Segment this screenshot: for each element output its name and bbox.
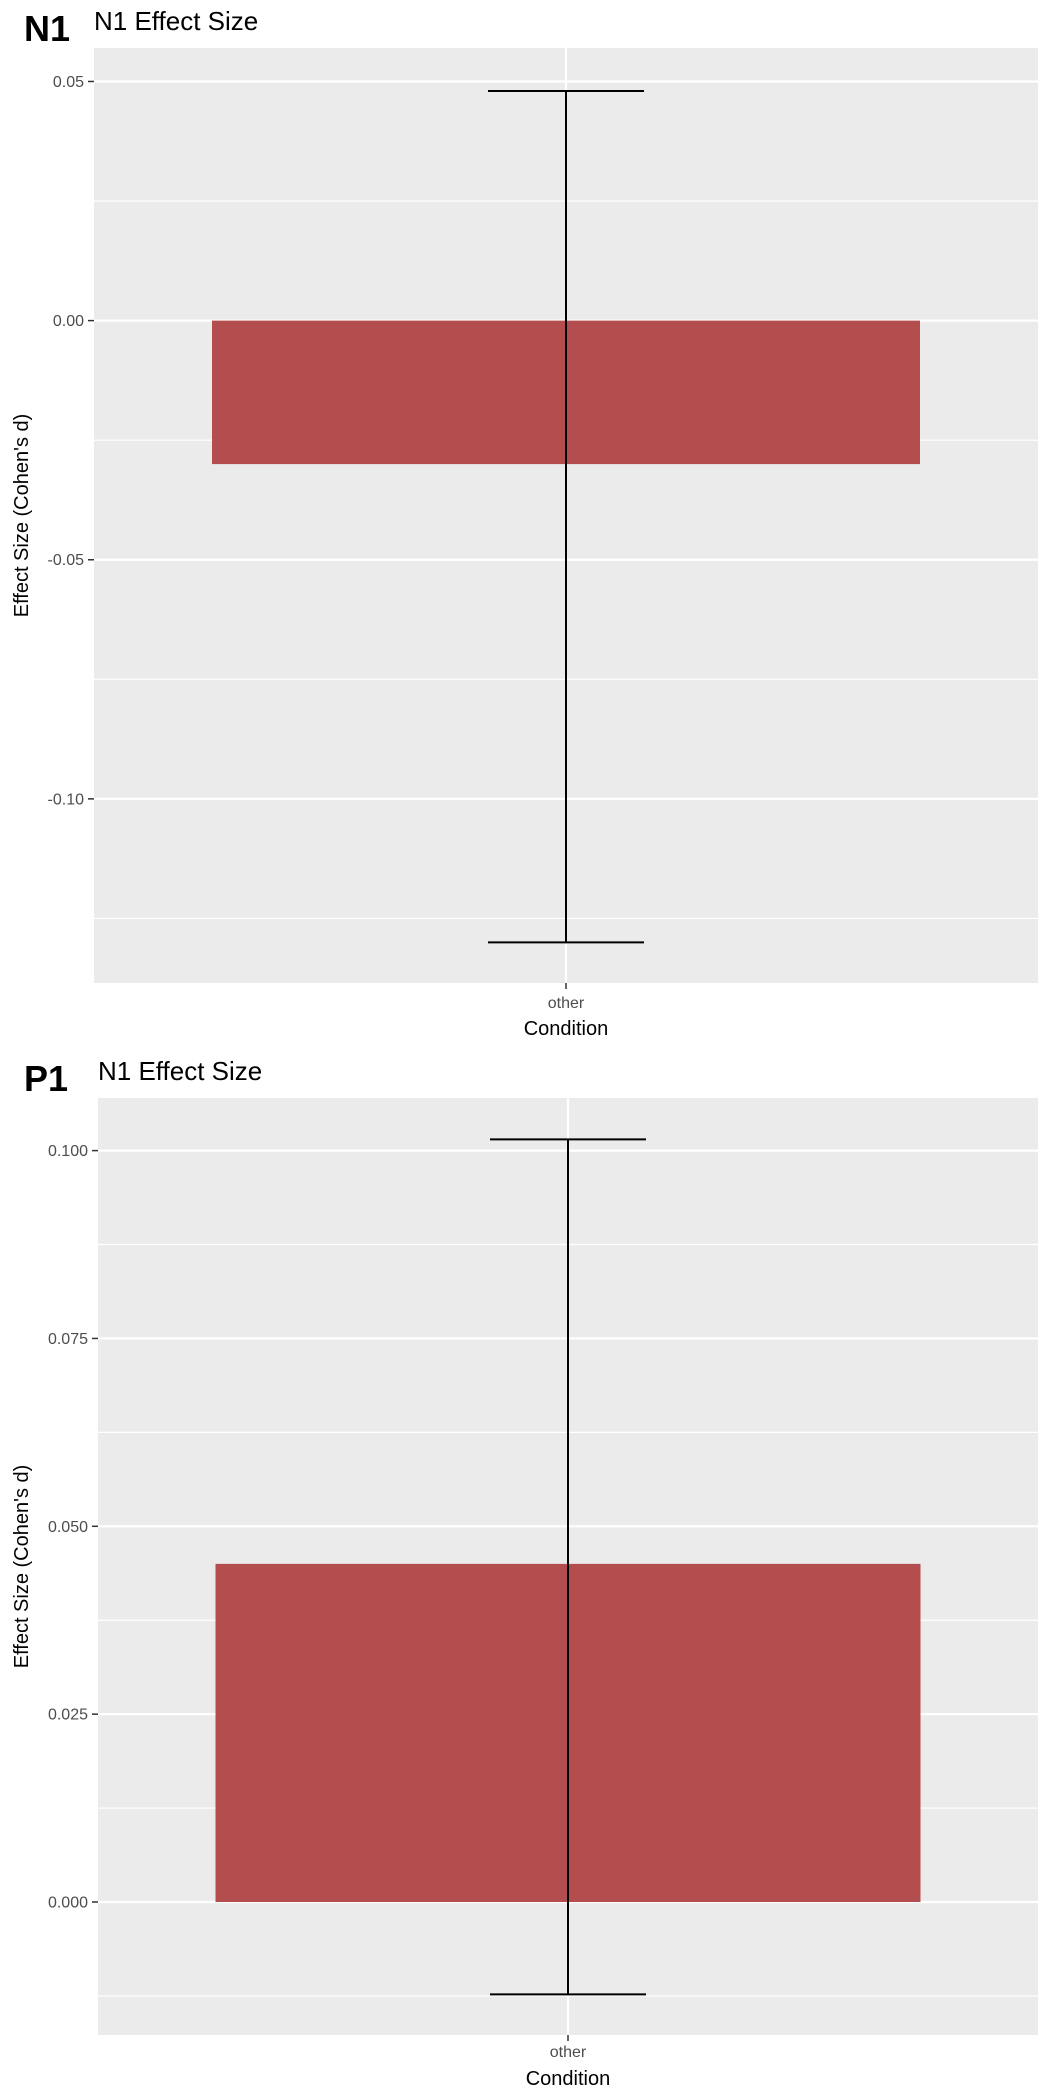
- y-tick-label: 0.075: [48, 1331, 88, 1348]
- y-tick-label: 0.100: [48, 1143, 88, 1160]
- chart-title: N1 Effect Size: [98, 1056, 262, 1086]
- x-tick-label: other: [550, 2044, 587, 2061]
- y-axis-title: Effect Size (Cohen's d): [11, 414, 33, 618]
- y-tick-label: 0.00: [53, 313, 84, 330]
- y-axis-title: Effect Size (Cohen's d): [11, 1465, 33, 1669]
- panel-tag: P1: [24, 1058, 68, 1099]
- x-tick-label: other: [548, 995, 585, 1012]
- chart-title: N1 Effect Size: [94, 6, 258, 36]
- y-tick-label: -0.05: [48, 552, 85, 569]
- y-tick-label: 0.000: [48, 1895, 88, 1912]
- y-tick-label: 0.050: [48, 1519, 88, 1536]
- x-axis-title: Condition: [524, 1018, 609, 1040]
- chart-panel-p1: P1 N1 Effect Size 0.100 0.075 0.050 0.025 0.00…: [11, 1056, 1038, 2090]
- y-tick-label: 0.05: [53, 74, 84, 91]
- panel-tag: N1: [24, 8, 70, 49]
- y-tick-label: 0.025: [48, 1707, 88, 1724]
- y-tick-label: -0.10: [48, 791, 85, 808]
- x-axis-title: Condition: [526, 2068, 611, 2090]
- chart-panel-n1: N1 N1 Effect Size 0.05 0.00 -0.05 -0.10 other C…: [11, 6, 1038, 1040]
